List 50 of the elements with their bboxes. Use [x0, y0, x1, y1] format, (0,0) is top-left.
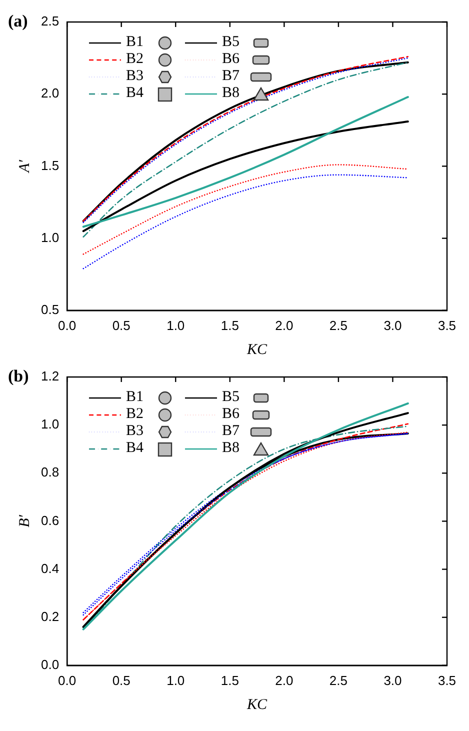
y-tick-label: 1.2 [40, 368, 60, 384]
x-tick-label: 2.0 [275, 672, 294, 688]
chart-title: (a) [8, 11, 28, 30]
legend-label: B8 [222, 85, 241, 102]
y-tick-label: 1.0 [40, 416, 60, 432]
x-tick-label: 1.0 [166, 672, 185, 688]
x-tick-label: 0.0 [58, 318, 76, 333]
y-tick-label: 0.0 [40, 656, 60, 672]
legend-label: B7 [222, 423, 241, 440]
y-tick-label: 0.4 [40, 560, 60, 576]
legend-label: B7 [222, 68, 241, 85]
legend-label: B4 [126, 440, 145, 457]
y-tick-label: 2.0 [40, 86, 60, 101]
x-tick-label: 3.5 [438, 672, 456, 688]
y-tick-label: 0.5 [40, 302, 60, 317]
x-tick-label: 1.0 [166, 318, 185, 333]
x-tick-label: 3.5 [438, 318, 456, 333]
y-tick-label: 1.5 [40, 158, 60, 173]
y-axis-title: B′ [16, 514, 33, 528]
legend-label: B3 [126, 68, 145, 85]
x-axis-title: KC [246, 696, 268, 713]
x-tick-label: 0.0 [58, 672, 76, 688]
legend-label: B5 [222, 34, 241, 51]
y-tick-label: 0.2 [40, 608, 60, 624]
x-tick-label: 3.0 [384, 672, 402, 688]
legend-label: B1 [126, 34, 145, 51]
y-tick-label: 0.8 [40, 464, 60, 480]
x-tick-label: 2.5 [329, 318, 348, 333]
legend-label: B4 [126, 85, 145, 102]
x-tick-label: 2.0 [275, 318, 294, 333]
y-tick-label: 2.5 [40, 14, 60, 29]
y-tick-label: 1.0 [40, 230, 60, 245]
legend-label: B8 [222, 440, 241, 457]
chart-title: (b) [8, 366, 29, 386]
x-tick-label: 1.5 [220, 672, 239, 688]
x-tick-label: 1.5 [220, 318, 239, 333]
x-tick-label: 0.5 [112, 672, 130, 688]
legend-label: B5 [222, 389, 241, 406]
legend-label: B2 [126, 51, 145, 68]
legend-label: B2 [126, 406, 145, 423]
x-tick-label: 3.0 [384, 318, 402, 333]
legend-label: B6 [222, 51, 241, 68]
x-axis-title: KC [246, 342, 268, 358]
x-tick-label: 0.5 [112, 318, 130, 333]
x-tick-label: 2.5 [329, 672, 348, 688]
y-tick-label: 0.6 [40, 512, 60, 528]
legend-label: B3 [126, 423, 145, 440]
legend-label: B1 [126, 389, 145, 406]
y-axis-title: A′ [16, 159, 33, 174]
legend-label: B6 [222, 406, 241, 423]
